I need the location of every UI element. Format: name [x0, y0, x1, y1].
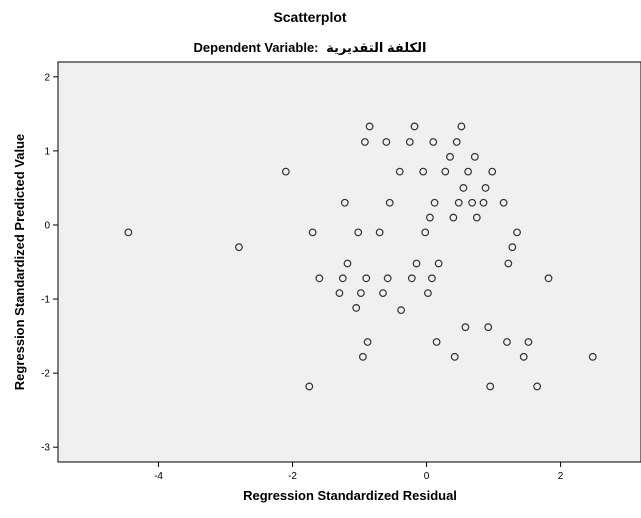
data-point — [454, 198, 463, 207]
data-point — [519, 352, 528, 361]
data-point — [362, 274, 371, 283]
data-point — [508, 243, 517, 252]
data-point — [484, 323, 493, 332]
subtitle-prefix: Dependent Variable: — [194, 40, 319, 55]
data-point — [450, 352, 459, 361]
data-point — [397, 306, 405, 315]
data-point — [524, 338, 533, 346]
y-tick-label: -1 — [41, 295, 50, 306]
data-point — [361, 138, 369, 146]
data-point — [441, 167, 450, 176]
data-point — [459, 184, 468, 192]
data-point — [452, 138, 461, 146]
data-point — [470, 152, 479, 161]
data-point — [281, 167, 290, 176]
data-point — [424, 289, 432, 298]
data-point — [588, 352, 597, 361]
x-tick-label: -2 — [288, 471, 297, 482]
data-point — [472, 213, 481, 222]
data-point — [446, 152, 454, 161]
data-point — [513, 228, 521, 237]
data-point — [434, 259, 443, 268]
data-point — [395, 167, 404, 176]
data-point — [383, 274, 392, 283]
data-point — [479, 198, 488, 207]
data-point — [315, 274, 324, 283]
data-point — [410, 122, 419, 131]
data-point — [503, 338, 511, 346]
subtitle-variable: الكلفة التقديرية — [326, 40, 426, 55]
data-point — [488, 167, 497, 176]
chart-title: Scatterplot — [273, 9, 346, 25]
data-point — [430, 198, 439, 207]
data-point — [124, 228, 133, 237]
data-point — [486, 382, 495, 391]
data-point — [379, 289, 387, 298]
data-point — [426, 213, 434, 222]
data-point — [533, 382, 542, 391]
data-point — [432, 338, 441, 346]
data-point — [412, 259, 421, 268]
data-point — [405, 138, 414, 146]
data-point — [363, 338, 372, 346]
data-point — [343, 259, 352, 268]
data-point — [419, 167, 428, 176]
data-point — [499, 198, 508, 207]
data-point — [428, 274, 436, 283]
data-point — [340, 198, 349, 207]
data-point — [407, 274, 416, 283]
y-axis: 2 1 0 -1 -2 -3 — [41, 72, 58, 454]
data-point — [235, 243, 243, 252]
y-tick-label: 2 — [44, 72, 50, 83]
data-point — [352, 304, 361, 312]
x-tick-label: 0 — [424, 471, 430, 482]
data-point — [461, 323, 470, 332]
data-point — [356, 289, 365, 298]
plot-area — [57, 61, 641, 463]
data-point — [481, 184, 490, 192]
data-point — [375, 228, 384, 237]
data-point — [308, 228, 317, 237]
data-points — [124, 122, 597, 391]
y-tick-label: 0 — [44, 220, 50, 231]
data-point — [421, 228, 430, 237]
data-point — [468, 198, 477, 207]
data-point — [365, 122, 374, 131]
data-point — [354, 228, 363, 237]
data-point — [385, 198, 394, 207]
data-point — [305, 382, 314, 391]
chart-subtitle: Dependent Variable: الكلفة التقديرية — [194, 40, 427, 55]
data-point — [504, 259, 513, 268]
y-axis-label: Regression Standardized Predicted Value — [12, 134, 27, 390]
data-point — [338, 274, 347, 283]
data-point — [457, 122, 466, 131]
data-point — [359, 352, 367, 361]
data-point — [382, 138, 391, 146]
x-axis: -4 -2 0 2 — [154, 462, 564, 482]
y-tick-label: -3 — [41, 443, 50, 454]
data-point — [464, 167, 473, 176]
data-point — [335, 289, 344, 298]
x-tick-label: -4 — [154, 471, 163, 482]
data-point — [449, 213, 458, 222]
x-tick-label: 2 — [558, 471, 564, 482]
x-axis-label: Regression Standardized Residual — [243, 488, 457, 503]
y-tick-label: 1 — [44, 146, 50, 157]
data-point — [544, 274, 553, 283]
data-point — [429, 138, 438, 146]
y-tick-label: -2 — [41, 369, 50, 380]
